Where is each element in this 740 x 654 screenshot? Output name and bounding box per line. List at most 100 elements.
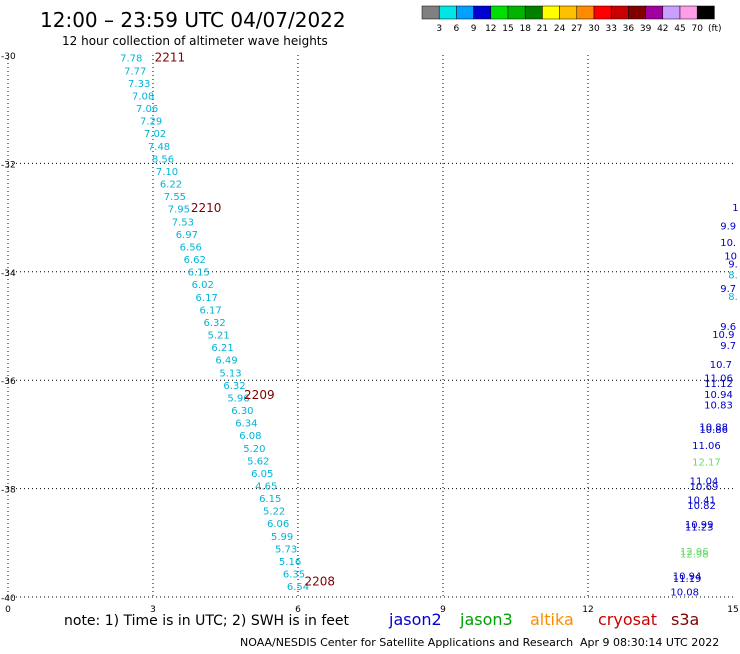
satellite-legend-entry: altika	[530, 610, 574, 629]
edge-track-value-label: 11.04	[690, 476, 719, 487]
edge-track-value-label: 10.99	[685, 520, 714, 531]
edge-track-value-label: 10.	[720, 238, 736, 249]
track-value-label: 7.78	[120, 54, 142, 65]
y-tick-label: -30	[1, 52, 16, 62]
edge-track-value-label: 1	[732, 203, 738, 214]
x-tick-label: 9	[440, 605, 446, 615]
track-value-label: 7.53	[172, 217, 194, 228]
legend-swatch	[610, 5, 629, 20]
legend-bin-label: 6	[454, 24, 460, 34]
edge-track-value-label: 10.7	[710, 360, 732, 371]
track-value-label: 7.48	[148, 142, 170, 153]
track-value-label: 6.49	[215, 356, 237, 367]
edge-track-value-label: 8.	[728, 292, 738, 303]
track-value-label: 7.95	[168, 205, 190, 216]
edge-track-value-label: 10.41	[687, 495, 716, 506]
track-value-label: 6.32	[223, 381, 245, 392]
track-value-label: 8.56	[152, 154, 174, 165]
pass-time-label: 2209	[244, 388, 275, 402]
legend-bin-label: 70	[691, 24, 703, 34]
track-value-label: 5.16	[279, 557, 301, 568]
legend-bin-label: 39	[640, 24, 652, 34]
track-value-label: 7.08	[132, 91, 154, 102]
track-value-label: 6.02	[192, 280, 214, 291]
legend-unit: (ft)	[708, 24, 722, 34]
legend-bin-label: 42	[657, 24, 668, 34]
track-value-label: 7.10	[156, 167, 178, 178]
track-value-label: 5.13	[219, 368, 241, 379]
satellite-legend-entry: s3a	[671, 610, 699, 629]
edge-track-value-label: 9.7	[720, 284, 736, 295]
legend-swatch	[438, 5, 457, 20]
edge-track-value-label: 9.6	[720, 322, 736, 333]
legend-swatch	[696, 5, 715, 20]
footer-note: note: 1) Time is in UTC; 2) SWH is in fe…	[64, 613, 350, 629]
track-value-label: 6.34	[235, 419, 257, 430]
track-value-label: 7.55	[164, 192, 186, 203]
edge-track-value-label: 10	[724, 252, 737, 263]
track-value-label: 4.65	[255, 482, 277, 493]
track-value-label: 6.97	[176, 230, 198, 241]
legend-swatch	[679, 5, 698, 20]
track-value-label: 6.32	[203, 318, 225, 329]
x-tick-label: 6	[295, 605, 301, 615]
legend-swatch	[576, 5, 595, 20]
satellite-legend-entry: cryosat	[598, 610, 657, 629]
edge-track-value-label: 11.23	[685, 523, 714, 534]
edge-track-value-label: 12.96	[680, 547, 709, 558]
pass-time-label: 2208	[304, 575, 335, 589]
pass-time-label: 2210	[191, 201, 222, 215]
legend-bin-label: 18	[519, 24, 531, 34]
edge-track-value-label: 10.82	[687, 501, 716, 512]
edge-track-value-label: 9.9	[720, 222, 736, 233]
track-value-label: 6.21	[211, 343, 233, 354]
legend-bin-label: 45	[674, 24, 685, 34]
y-tick-label: -40	[1, 594, 16, 604]
legend-swatch	[524, 5, 543, 20]
edge-track-value-label: 10.9	[712, 330, 734, 341]
track-value-label: 6.30	[231, 406, 253, 417]
y-tick-label: -32	[1, 160, 16, 170]
legend-bin-label: 15	[502, 24, 513, 34]
chart-title: 12:00 – 23:59 UTC 04/07/2022	[40, 8, 346, 32]
legend-swatch	[645, 5, 664, 20]
legend-bin-label: 21	[537, 24, 548, 34]
track-value-label: 6.22	[160, 180, 182, 191]
pass-time-label: 2211	[155, 51, 186, 65]
y-tick-label: -38	[1, 486, 16, 496]
edge-track-value-label: 10.69	[690, 482, 719, 493]
edge-track-value-label: 11.06	[704, 373, 733, 384]
edge-track-value-label: 9.7	[720, 341, 736, 352]
track-value-label: 6.15	[259, 494, 281, 505]
legend-bin-label: 27	[571, 24, 582, 34]
legend-swatch	[456, 5, 474, 20]
satellite-legend-entry: jason2	[388, 610, 442, 629]
track-value-label: 6.62	[184, 255, 206, 266]
track-value-label: 7.33	[128, 79, 150, 90]
legend-bin-label: 36	[623, 24, 635, 34]
legend-swatch	[507, 5, 526, 20]
legend-bin-label: 12	[485, 24, 496, 34]
footer-timestamp: Apr 9 08:30:14 UTC 2022	[580, 636, 719, 649]
track-value-label: 6.17	[196, 293, 218, 304]
legend-bin-label: 3	[436, 24, 442, 34]
edge-track-value-label: 9.	[728, 260, 738, 271]
footer-credit: NOAA/NESDIS Center for Satellite Applica…	[240, 636, 573, 649]
grid-lines	[8, 55, 733, 597]
y-tick-label: -36	[1, 377, 16, 387]
legend-swatch	[559, 5, 578, 20]
edge-track-value-label: 8.	[728, 271, 738, 282]
legend-bin-label: 24	[554, 24, 566, 34]
edge-track-value-label: 12.98	[680, 550, 709, 561]
track-value-label: 5.20	[243, 444, 265, 455]
track-value-label: 5.22	[263, 507, 285, 518]
x-tick-label: 3	[150, 605, 156, 615]
satellite-legend: jason2 jason3 altika cryosat s3a	[388, 610, 699, 629]
legend-swatch	[593, 5, 612, 20]
plot-area: -30-32-34-36-38-400 3 6 9 12 15 7.787.777.337…	[1, 51, 739, 615]
track-value-label: 6.05	[251, 469, 273, 480]
track-value-label: 5.99	[271, 532, 293, 543]
legend-bin-label: 33	[605, 24, 616, 34]
legend-bin-label: 9	[471, 24, 477, 34]
